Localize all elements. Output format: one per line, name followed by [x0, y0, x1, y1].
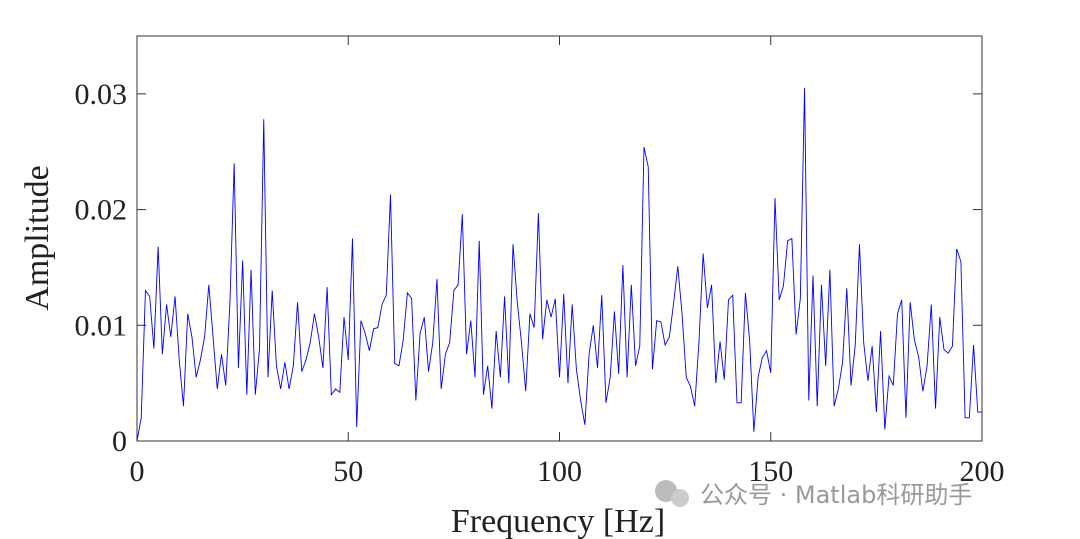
x-tick-label: 200 — [960, 455, 1005, 488]
watermark-text: 公众号 · Matlab科研助手 — [700, 481, 972, 509]
watermark: 公众号 · Matlab科研助手 — [655, 480, 972, 509]
x-axis-label: Frequency [Hz] — [451, 503, 665, 539]
x-tick-label: 100 — [537, 455, 582, 488]
x-tick-label: 150 — [748, 455, 793, 488]
plot-frame — [136, 35, 983, 442]
data-line — [136, 88, 982, 442]
x-tick-label: 0 — [130, 455, 145, 488]
y-tick-label: 0 — [112, 425, 127, 458]
x-tick-label: 50 — [333, 455, 363, 488]
y-tick-label: 0.03 — [75, 78, 128, 111]
y-tick-label: 0.01 — [75, 309, 128, 342]
watermark-icon — [671, 489, 689, 507]
y-tick-label: 0.02 — [75, 194, 128, 227]
y-axis-label: Amplitude — [19, 165, 56, 310]
